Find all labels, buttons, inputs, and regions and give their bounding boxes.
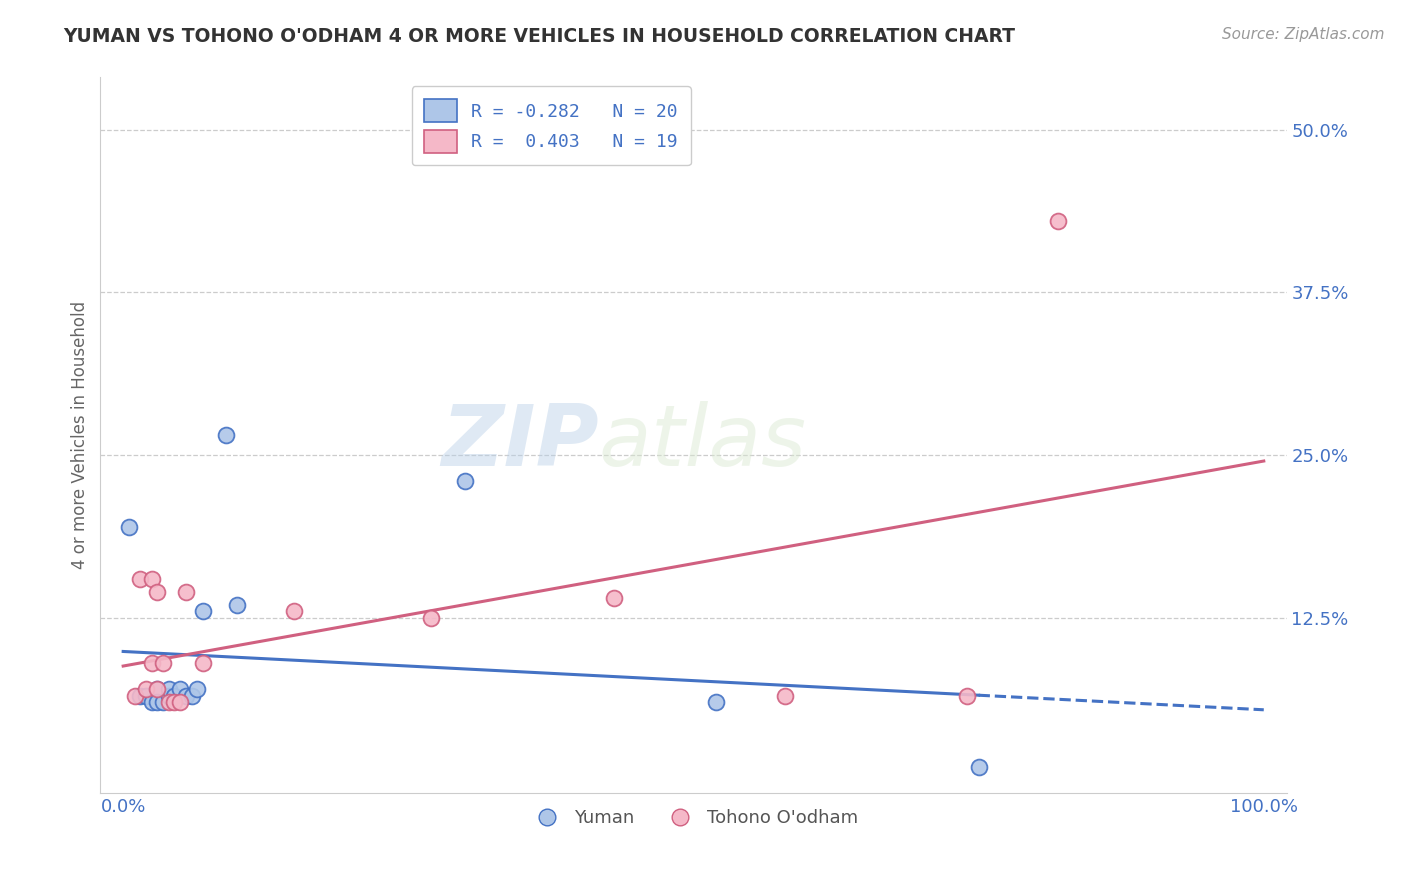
Point (135, 682, 157, 697)
Point (129, 689, 152, 703)
Point (129, 572, 152, 586)
Point (174, 584, 197, 599)
Text: Source: ZipAtlas.com: Source: ZipAtlas.com (1222, 27, 1385, 42)
Y-axis label: 4 or more Vehicles in Household: 4 or more Vehicles in Household (72, 301, 89, 569)
Point (157, 689, 180, 703)
Point (215, 428, 238, 442)
Point (141, 656, 163, 670)
Text: atlas: atlas (599, 401, 807, 484)
Point (141, 695, 163, 709)
Point (773, 689, 796, 703)
Point (454, 474, 477, 488)
Point (146, 584, 169, 599)
Point (141, 572, 163, 586)
Point (283, 604, 305, 618)
Point (191, 604, 214, 618)
Point (124, 689, 146, 703)
Point (169, 695, 191, 709)
Point (174, 689, 197, 703)
Point (146, 695, 169, 709)
Point (967, 760, 990, 774)
Point (135, 689, 157, 703)
Point (704, 695, 727, 709)
Point (152, 656, 174, 670)
Point (163, 689, 186, 703)
Legend: Yuman, Tohono O'odham: Yuman, Tohono O'odham (522, 802, 865, 834)
Point (146, 682, 169, 697)
Point (956, 689, 979, 703)
Point (1047, 213, 1070, 227)
Point (163, 695, 186, 709)
Point (226, 598, 249, 612)
Point (118, 519, 141, 533)
Text: YUMAN VS TOHONO O'ODHAM 4 OR MORE VEHICLES IN HOUSEHOLD CORRELATION CHART: YUMAN VS TOHONO O'ODHAM 4 OR MORE VEHICL… (63, 27, 1015, 45)
Point (602, 591, 624, 606)
Point (420, 610, 443, 624)
Text: ZIP: ZIP (441, 401, 599, 484)
Point (157, 695, 180, 709)
Point (146, 682, 169, 697)
Point (191, 656, 214, 670)
Point (169, 682, 191, 697)
Point (152, 695, 174, 709)
Point (186, 682, 208, 697)
Point (157, 682, 180, 697)
Point (180, 689, 202, 703)
